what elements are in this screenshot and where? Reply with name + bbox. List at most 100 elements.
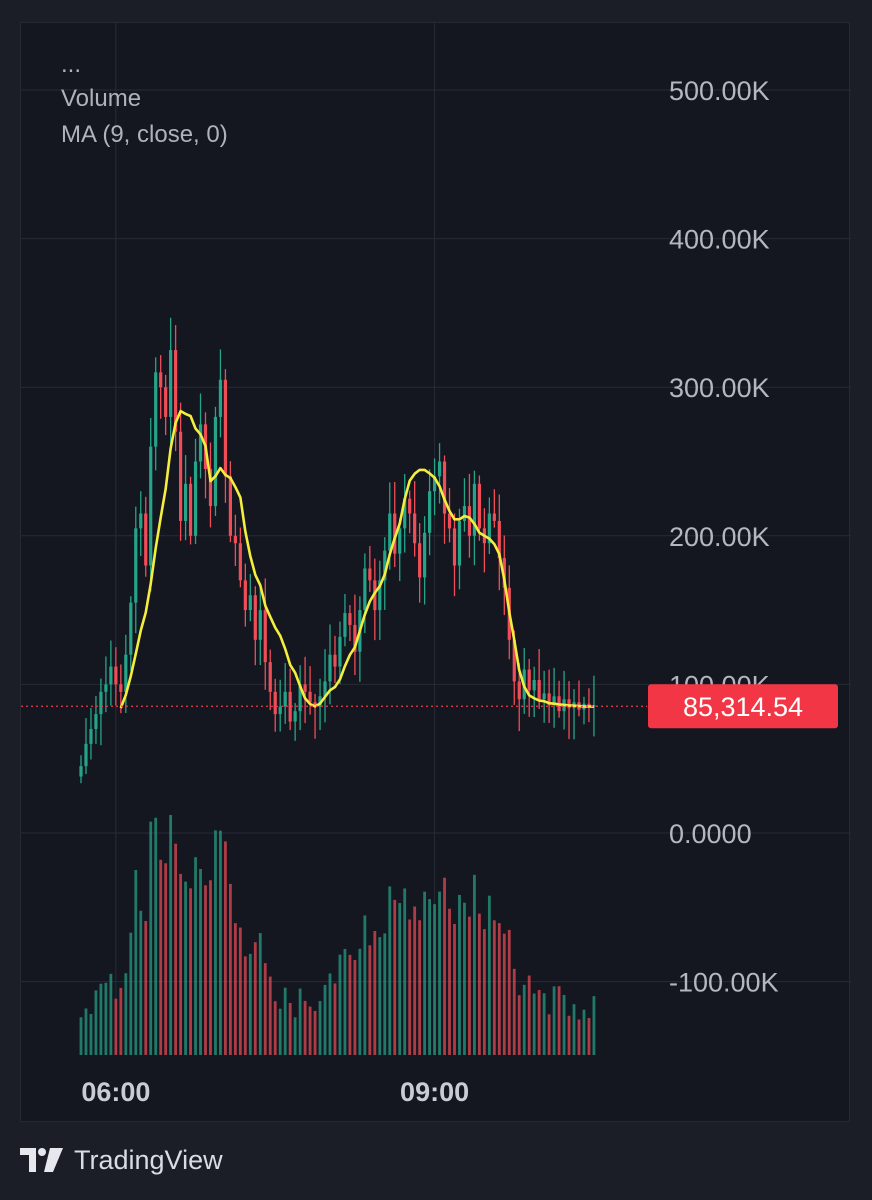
candle-body — [348, 613, 352, 625]
volume-bar — [443, 877, 446, 1055]
chart-panel[interactable]: 500.00K400.00K300.00K200.00K100.00K0.000… — [20, 22, 851, 1123]
candle-body — [393, 513, 397, 554]
volume-bar — [134, 870, 138, 1055]
volume-bar — [119, 987, 123, 1055]
candle-body — [243, 580, 247, 611]
volume-bar — [124, 973, 128, 1055]
candle-body — [487, 513, 491, 544]
volume-bar — [428, 899, 431, 1055]
candle-body — [238, 543, 242, 581]
candle-body — [457, 520, 462, 566]
candle-body — [283, 691, 287, 707]
volume-bars — [79, 814, 596, 1055]
volume-bar — [109, 973, 113, 1055]
volume-bar — [94, 990, 98, 1055]
volume-bar — [368, 945, 372, 1055]
candle-body — [129, 602, 133, 655]
candle-body — [413, 513, 417, 544]
volume-bar — [194, 857, 197, 1055]
candle-body — [263, 610, 267, 663]
volume-bar — [348, 954, 352, 1055]
candle-body — [298, 684, 302, 712]
candle-body — [223, 379, 228, 477]
candle-body — [159, 372, 163, 388]
candle-body — [428, 491, 432, 533]
candle-body — [432, 476, 437, 492]
price-badge[interactable]: 85,314.54 — [648, 684, 838, 729]
volume-bar — [378, 937, 382, 1055]
ma-line — [119, 409, 594, 709]
candle-body — [208, 468, 213, 507]
candle-body — [114, 666, 118, 685]
volume-bar — [532, 993, 536, 1055]
legend-indicator: MA (9, close, 0) — [61, 121, 228, 148]
volume-bar — [139, 910, 143, 1055]
volume-bar — [333, 983, 337, 1055]
x-tick-label: 09:00 — [400, 1077, 469, 1107]
y-tick-label: -100.00K — [669, 968, 779, 998]
candle-body — [303, 684, 307, 692]
volume-bar — [303, 1000, 307, 1055]
volume-bar — [388, 886, 392, 1055]
legend-series-title: Volume — [61, 85, 142, 112]
volume-bar — [502, 933, 506, 1055]
candle-body — [462, 506, 467, 521]
candle-body — [164, 387, 168, 417]
volume-bar — [592, 996, 596, 1055]
volume-bar — [522, 984, 526, 1055]
price-badge-label: 85,314.54 — [683, 692, 803, 722]
candle-body — [363, 568, 367, 611]
volume-bar — [433, 904, 436, 1055]
candle-body — [403, 498, 407, 529]
candlestick-chart[interactable]: 500.00K400.00K300.00K200.00K100.00K0.000… — [21, 23, 851, 1123]
candle-body — [293, 711, 297, 722]
volume-bar — [224, 841, 227, 1055]
candle-body — [338, 636, 342, 667]
candle-body — [512, 639, 516, 682]
volume-bar — [263, 963, 267, 1055]
volume-bar — [353, 959, 357, 1055]
volume-bar — [89, 1014, 93, 1055]
volume-bar — [248, 953, 252, 1055]
candle-body — [418, 543, 422, 578]
y-tick-label: 300.00K — [669, 373, 770, 403]
volume-bar — [233, 923, 237, 1055]
volume-bar — [273, 1001, 277, 1055]
price-badge-background — [648, 684, 838, 729]
candle-body — [84, 743, 88, 767]
candle-body — [527, 669, 531, 691]
volume-bar — [423, 891, 427, 1055]
candle-body — [169, 350, 173, 417]
volume-bar — [413, 906, 417, 1055]
volume-bar — [438, 891, 441, 1055]
volume-bar — [189, 888, 192, 1055]
volume-bar — [473, 874, 476, 1055]
candle-body — [273, 691, 277, 715]
candle-body — [79, 766, 83, 777]
volume-bar — [398, 903, 402, 1055]
candle-body — [109, 666, 113, 685]
candle-body — [452, 528, 457, 566]
candle-body — [477, 483, 481, 529]
volume-bar — [363, 915, 367, 1055]
volume-bar — [253, 942, 257, 1055]
volume-bar — [308, 1006, 312, 1055]
volume-bar — [104, 982, 108, 1055]
candle-body — [134, 528, 138, 603]
candle-body — [492, 513, 496, 521]
volume-bar — [547, 1014, 551, 1055]
legend-menu-dots[interactable]: ... — [61, 51, 82, 78]
volume-bar — [557, 986, 561, 1055]
candle-body — [437, 461, 442, 477]
candle-body — [99, 691, 103, 715]
candle-body — [313, 702, 317, 707]
volume-bar — [149, 821, 153, 1055]
volume-bar — [99, 983, 103, 1055]
volume-bar — [448, 908, 451, 1055]
volume-bar — [288, 1003, 292, 1055]
candle-body — [89, 728, 93, 744]
volume-bar — [572, 1004, 576, 1055]
candle-body — [233, 535, 237, 544]
volume-bar — [328, 973, 332, 1055]
volume-bar — [79, 1017, 83, 1055]
